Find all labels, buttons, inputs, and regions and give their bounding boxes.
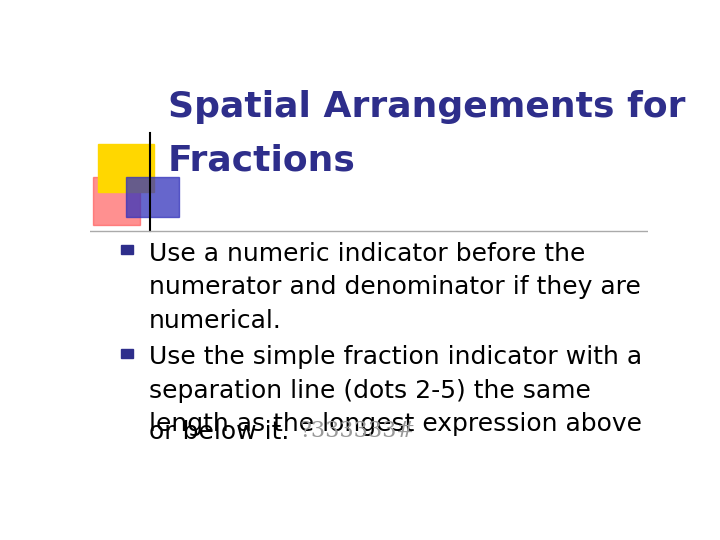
- Bar: [93, 177, 140, 225]
- Bar: [126, 177, 179, 217]
- Text: Use the simple fraction indicator with a
separation line (dots 2-5) the same
len: Use the simple fraction indicator with a…: [148, 346, 642, 436]
- Bar: [99, 144, 154, 192]
- Text: Use a numeric indicator before the
numerator and denominator if they are
numeric: Use a numeric indicator before the numer…: [148, 241, 641, 333]
- Text: Spatial Arrangements for: Spatial Arrangements for: [168, 90, 685, 124]
- Text: or below it.: or below it.: [148, 420, 289, 444]
- Text: ?333333#: ?333333#: [300, 420, 415, 442]
- Bar: [121, 245, 133, 254]
- Bar: [121, 349, 133, 359]
- Text: Fractions: Fractions: [168, 144, 356, 178]
